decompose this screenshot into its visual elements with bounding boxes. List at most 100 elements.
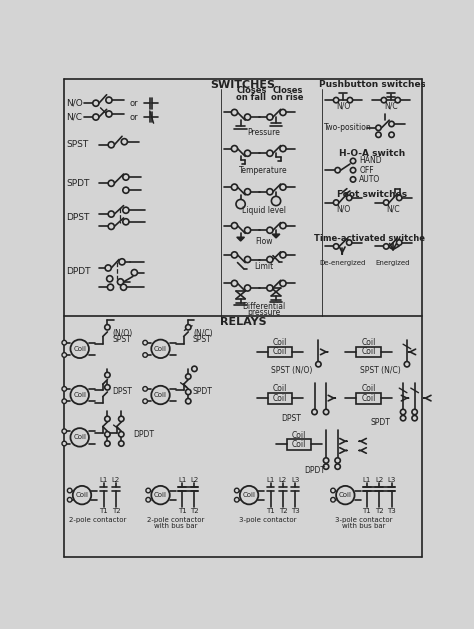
Text: T1: T1 — [363, 508, 371, 513]
Circle shape — [143, 340, 147, 345]
Text: SWITCHES: SWITCHES — [210, 80, 275, 90]
Circle shape — [185, 325, 191, 330]
Text: RELAYS: RELAYS — [219, 317, 266, 327]
Text: OFF: OFF — [359, 165, 374, 175]
Text: SPST: SPST — [112, 335, 131, 344]
Text: Pushbutton switches: Pushbutton switches — [319, 81, 426, 89]
Text: L1: L1 — [266, 477, 275, 482]
Circle shape — [236, 199, 245, 209]
Text: (N/O): (N/O) — [112, 329, 132, 338]
Text: Differential: Differential — [242, 302, 285, 311]
Circle shape — [231, 109, 237, 116]
Text: AUTO: AUTO — [359, 175, 381, 184]
Circle shape — [146, 488, 151, 493]
Circle shape — [67, 488, 72, 493]
Text: T2: T2 — [375, 508, 383, 513]
Circle shape — [105, 441, 110, 446]
Text: on fall: on fall — [237, 93, 266, 103]
Circle shape — [333, 243, 339, 249]
Circle shape — [280, 145, 286, 152]
FancyBboxPatch shape — [356, 347, 381, 357]
Circle shape — [331, 498, 335, 502]
Text: Coil: Coil — [73, 435, 86, 440]
Circle shape — [323, 409, 329, 415]
Circle shape — [245, 285, 251, 291]
Text: N/C: N/C — [386, 204, 400, 213]
Circle shape — [123, 187, 129, 193]
Circle shape — [121, 138, 128, 145]
Circle shape — [383, 243, 389, 249]
Text: N/O: N/O — [336, 204, 350, 213]
Circle shape — [105, 416, 110, 421]
Circle shape — [93, 100, 99, 106]
Circle shape — [106, 97, 112, 103]
Text: SPST (N/C): SPST (N/C) — [360, 366, 401, 375]
Text: with bus bar: with bus bar — [342, 523, 385, 529]
Text: L1: L1 — [100, 477, 108, 482]
FancyBboxPatch shape — [287, 439, 311, 450]
Circle shape — [267, 189, 273, 195]
Circle shape — [71, 428, 89, 447]
Text: T3: T3 — [387, 508, 396, 513]
Circle shape — [62, 353, 66, 357]
Text: DPST: DPST — [282, 414, 301, 423]
Text: L2: L2 — [190, 477, 199, 482]
Circle shape — [333, 200, 339, 205]
Circle shape — [331, 488, 335, 493]
Circle shape — [151, 340, 170, 358]
Text: Coil: Coil — [273, 338, 287, 347]
Circle shape — [231, 145, 237, 152]
Text: SPST: SPST — [66, 140, 89, 149]
Circle shape — [267, 114, 273, 120]
Circle shape — [118, 416, 124, 421]
Circle shape — [143, 399, 147, 403]
Circle shape — [401, 409, 406, 415]
Circle shape — [73, 486, 91, 504]
Circle shape — [376, 132, 381, 138]
Text: DPST: DPST — [66, 213, 90, 221]
Circle shape — [312, 409, 317, 415]
Text: Flow: Flow — [255, 237, 273, 245]
Text: Limit: Limit — [254, 262, 273, 271]
Text: T2: T2 — [190, 508, 199, 513]
Circle shape — [71, 340, 89, 358]
Circle shape — [267, 285, 273, 291]
Text: SPST (N/O): SPST (N/O) — [271, 366, 312, 375]
Circle shape — [231, 281, 237, 286]
Text: DPDT: DPDT — [134, 430, 155, 439]
Circle shape — [151, 486, 170, 504]
Text: T1: T1 — [178, 508, 186, 513]
Circle shape — [62, 429, 66, 433]
Text: L2: L2 — [375, 477, 383, 482]
Circle shape — [62, 399, 66, 403]
Text: SPDT: SPDT — [193, 387, 213, 396]
Circle shape — [401, 415, 406, 421]
Circle shape — [272, 196, 281, 206]
Circle shape — [93, 114, 99, 120]
Circle shape — [231, 184, 237, 190]
Circle shape — [108, 180, 114, 186]
Circle shape — [350, 177, 356, 182]
Text: Pressure: Pressure — [247, 128, 280, 137]
Circle shape — [71, 386, 89, 404]
Circle shape — [143, 353, 147, 357]
Text: DPDT: DPDT — [304, 466, 325, 475]
Circle shape — [376, 125, 381, 131]
Circle shape — [108, 223, 114, 230]
Circle shape — [335, 464, 340, 469]
Text: SPST: SPST — [193, 335, 211, 344]
Text: T2: T2 — [279, 508, 287, 513]
Text: SPDT: SPDT — [66, 179, 90, 188]
Text: N/C: N/C — [384, 102, 398, 111]
Text: DPDT: DPDT — [66, 267, 91, 276]
Circle shape — [335, 167, 340, 173]
Text: with bus bar: with bus bar — [154, 523, 198, 529]
Text: Two-position: Two-position — [324, 123, 372, 132]
Text: or: or — [129, 99, 138, 108]
Text: Coil: Coil — [75, 492, 89, 498]
FancyBboxPatch shape — [356, 392, 381, 403]
Circle shape — [143, 387, 147, 391]
Text: Coil: Coil — [154, 392, 167, 398]
Text: T1: T1 — [99, 508, 108, 513]
Circle shape — [123, 174, 129, 180]
